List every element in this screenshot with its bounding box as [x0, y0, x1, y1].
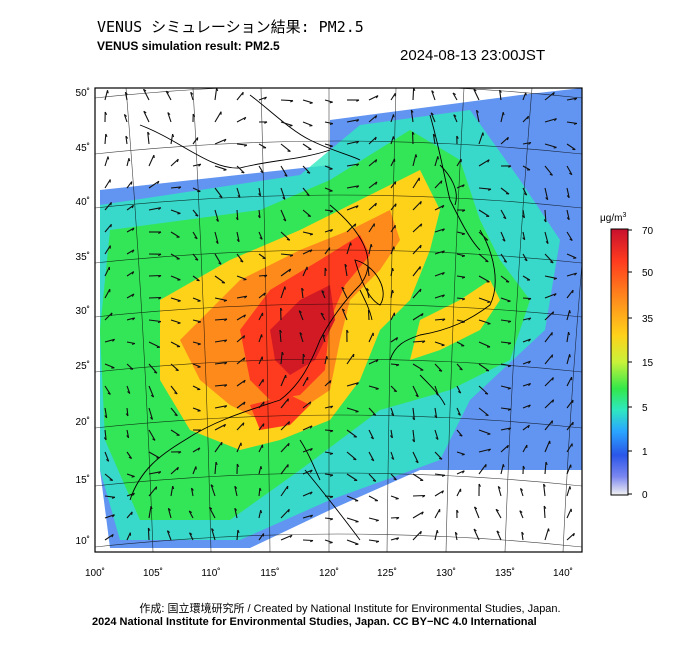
lat-label-25: 25˚ — [76, 360, 90, 372]
colorbar-label-0: 0 — [642, 490, 648, 501]
lon-label-100: 100˚ — [85, 567, 105, 579]
pm25-red-south — [250, 395, 310, 430]
pm25-map: 50˚ 45˚ 40˚ 35˚ 30˚ 25˚ 20˚ 15˚ 10˚ 100˚… — [76, 87, 654, 579]
lat-label-35: 35˚ — [76, 251, 90, 263]
lat-label-50: 50˚ — [76, 87, 90, 99]
lon-label-115: 115˚ — [260, 567, 279, 579]
lat-label-15: 15˚ — [76, 474, 90, 486]
colorbar-gradient — [610, 228, 629, 496]
longitude-labels: 100˚ 105˚ 110˚ 115˚ 120˚ 125˚ 130˚ 135˚ … — [85, 567, 573, 579]
timestamp: 2024-08-13 23:00JST — [400, 47, 546, 64]
map-area — [95, 88, 582, 552]
title-english: VENUS simulation result: PM2.5 — [97, 39, 280, 53]
coastlines — [129, 94, 496, 541]
lon-label-140: 140˚ — [553, 567, 573, 579]
credit-line: 作成: 国立環境研究所 / Created by National Instit… — [139, 603, 561, 615]
lat-label-20: 20˚ — [76, 416, 90, 428]
colorbar-label-5: 5 — [642, 403, 648, 414]
colorbar-label-70: 70 — [642, 226, 654, 237]
colorbar-label-15: 15 — [642, 358, 654, 369]
title-japanese: VENUS シミュレーション結果: PM2.5 — [97, 18, 364, 36]
colorbar-label-35: 35 — [642, 314, 654, 325]
lon-label-120: 120˚ — [319, 567, 339, 579]
colorbar-unit: μg/m3 — [600, 212, 626, 224]
colorbar: μg/m3 70 50 35 15 5 1 0 — [600, 212, 654, 501]
lat-label-45: 45˚ — [76, 142, 90, 154]
lon-label-125: 125˚ — [377, 567, 397, 579]
lon-label-135: 135˚ — [495, 567, 515, 579]
latitude-labels: 50˚ 45˚ 40˚ 35˚ 30˚ 25˚ 20˚ 15˚ 10˚ — [76, 87, 90, 547]
lat-label-10: 10˚ — [76, 535, 90, 547]
colorbar-label-1: 1 — [642, 447, 648, 458]
lon-label-130: 130˚ — [436, 567, 456, 579]
map-frame — [94, 87, 583, 553]
pm25-yellow-japan — [410, 280, 500, 360]
lat-label-40: 40˚ — [76, 196, 90, 208]
graticule — [95, 88, 582, 552]
pm25-darkred-core — [270, 285, 335, 375]
lat-label-30: 30˚ — [76, 305, 90, 317]
colorbar-label-50: 50 — [642, 268, 654, 279]
copyright-line: 2024 National Institute for Environmenta… — [92, 616, 537, 628]
lon-label-110: 110˚ — [201, 567, 220, 579]
wind-vectors — [103, 88, 578, 546]
lon-label-105: 105˚ — [143, 567, 163, 579]
